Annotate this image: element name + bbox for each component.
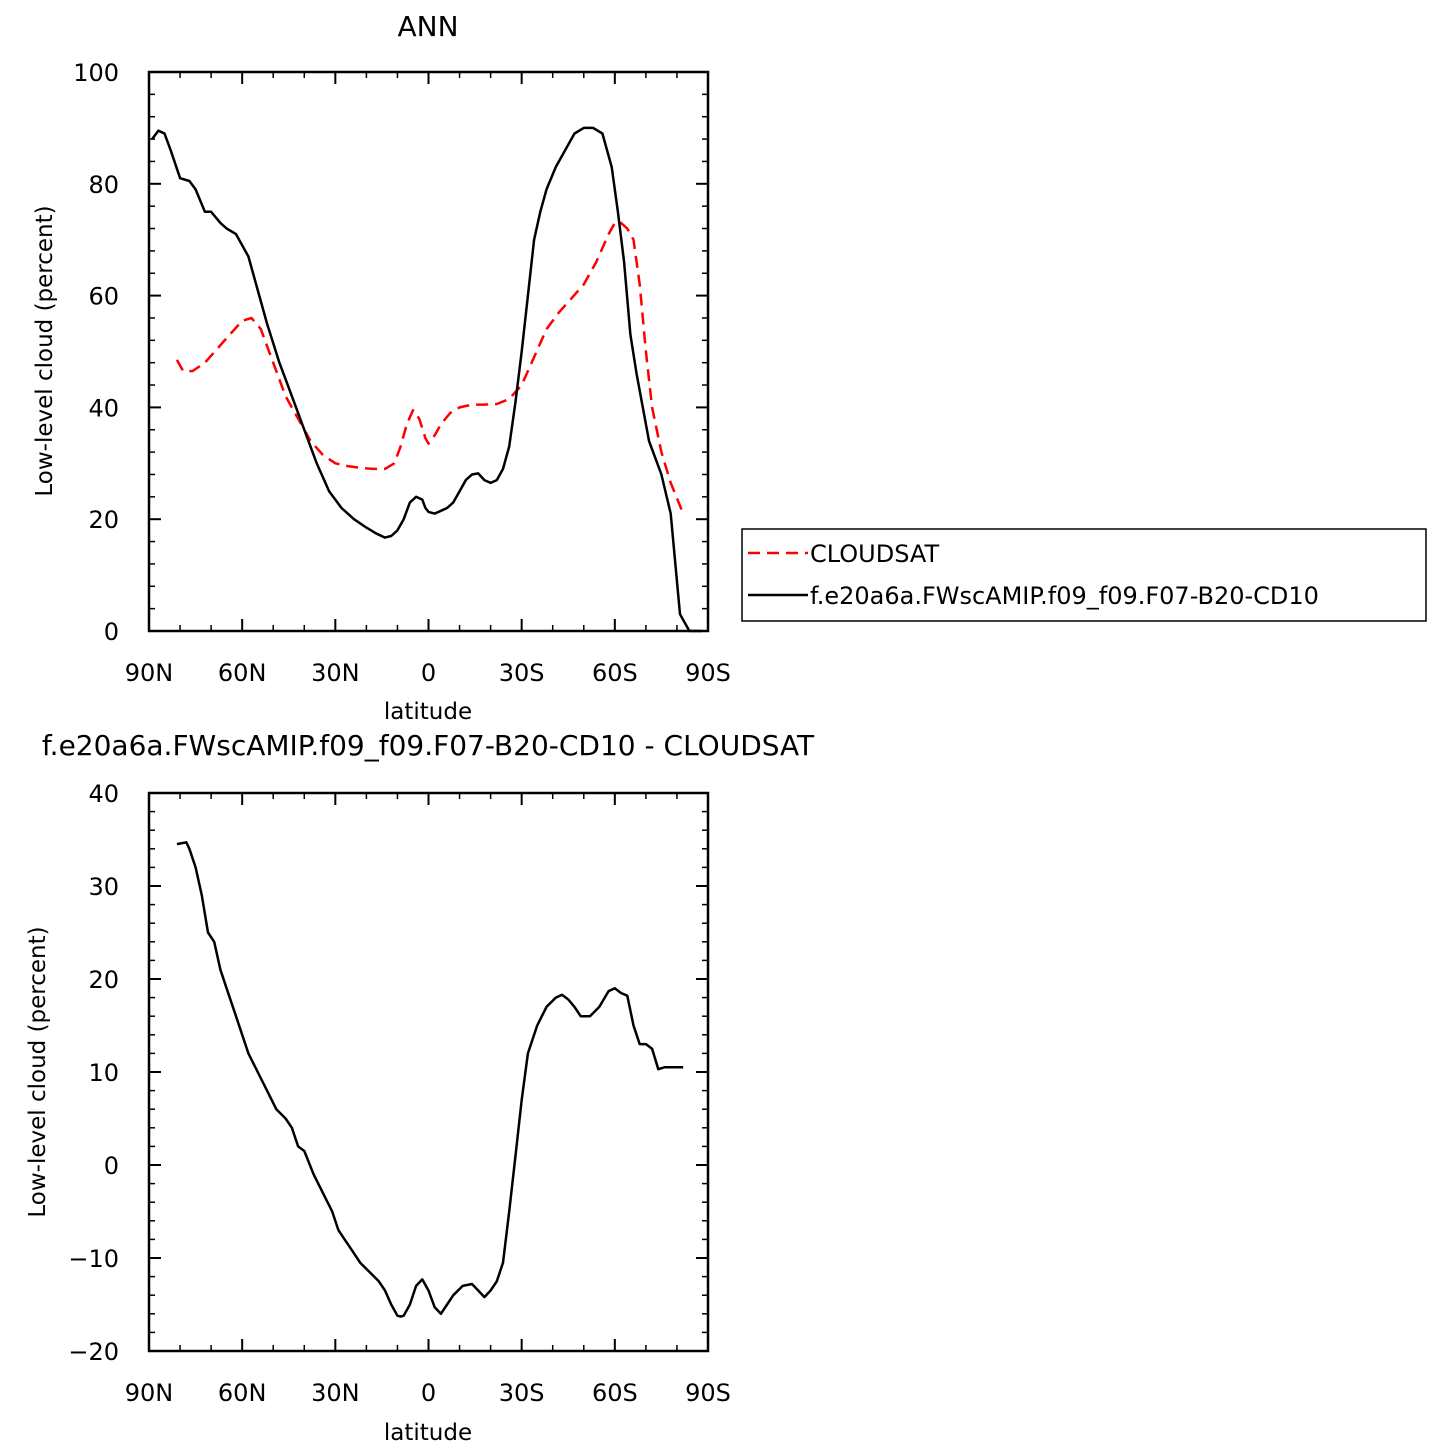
top-chart-x-tick-label: 30N (311, 659, 360, 687)
top-chart-x-tick-label: 60N (218, 659, 267, 687)
bottom-chart-y-tick-label: −20 (68, 1338, 119, 1366)
bottom-chart-y-tick-label: 10 (88, 1059, 119, 1087)
bottom-chart-series-layer (176, 841, 684, 1318)
top-chart-series-line-f-e20a6a-fwscamip-f09-f09-f07-b20-cd10 (151, 126, 702, 633)
bottom-chart-x-tick-label: 90N (125, 1379, 174, 1407)
top-chart-y-tick-label: 0 (104, 618, 119, 646)
top-chart-x-tick-label: 60S (592, 659, 638, 687)
top-chart-x-axis-label: latitude (384, 699, 472, 725)
bottom-chart-series-line-difference (176, 841, 684, 1318)
legend: CLOUDSAT f.e20a6a.FWscAMIP.f09_f09.F07-B… (741, 528, 1427, 622)
bottom-chart-y-tick-label: 30 (88, 873, 119, 901)
bottom-chart-x-tick-label: 90S (685, 1379, 731, 1407)
bottom-chart-x-axis-label: latitude (384, 1420, 472, 1446)
top-chart-y-tick-label: 100 (73, 59, 119, 87)
top-chart-panel: ANN 90N 60N 30N 0 30S 60S 90S 0 20 40 60 80 100 lati… (32, 10, 731, 725)
bottom-chart-panel: f.e20a6a.FWscAMIP.f09_f09.F07-B20-CD10 -… (25, 729, 815, 1446)
bottom-chart-x-tick-label: 30N (311, 1379, 360, 1407)
bottom-chart-y-tick-label: 20 (88, 966, 119, 994)
bottom-chart-title: f.e20a6a.FWscAMIP.f09_f09.F07-B20-CD10 -… (42, 729, 815, 762)
top-chart-title: ANN (397, 10, 458, 43)
bottom-chart-y-axis-label: Low-level cloud (percent) (25, 926, 51, 1217)
bottom-chart-x-tick-label: 0 (421, 1379, 436, 1407)
bottom-chart-ticks: 90N 60N 30N 0 30S 60S 90S −20 −10 0 10 20 30 40 (68, 780, 731, 1407)
top-chart-x-tick-label: 90N (125, 659, 174, 687)
bottom-chart-x-tick-label: 60N (218, 1379, 267, 1407)
bottom-chart-x-tick-label: 30S (499, 1379, 545, 1407)
bottom-chart-y-tick-label: −10 (68, 1245, 119, 1273)
top-chart-x-tick-label: 0 (421, 659, 436, 687)
bottom-chart-y-tick-label: 40 (88, 780, 119, 808)
top-chart-x-tick-label: 30S (499, 659, 545, 687)
bottom-chart-x-tick-label: 60S (592, 1379, 638, 1407)
top-chart-series-layer (151, 126, 702, 633)
top-chart-y-axis-label: Low-level cloud (percent) (32, 205, 58, 496)
legend-box (741, 528, 1427, 622)
top-chart-y-tick-label: 40 (88, 394, 119, 422)
top-chart-y-tick-label: 60 (88, 283, 119, 311)
bottom-chart-y-tick-label: 0 (104, 1152, 119, 1180)
bottom-chart-frame (147, 791, 710, 1353)
top-chart-y-tick-label: 80 (88, 171, 119, 199)
top-chart-y-tick-label: 20 (88, 506, 119, 534)
top-chart-frame (147, 70, 710, 633)
legend-label-cloudsat: CLOUDSAT (810, 540, 939, 568)
top-chart-x-tick-label: 90S (685, 659, 731, 687)
legend-label-model: f.e20a6a.FWscAMIP.f09_f09.F07-B20-CD10 (810, 582, 1319, 610)
top-chart-ticks: 90N 60N 30N 0 30S 60S 90S 0 20 40 60 80 100 (73, 59, 731, 687)
top-chart-series-line-cloudsat (175, 221, 685, 515)
